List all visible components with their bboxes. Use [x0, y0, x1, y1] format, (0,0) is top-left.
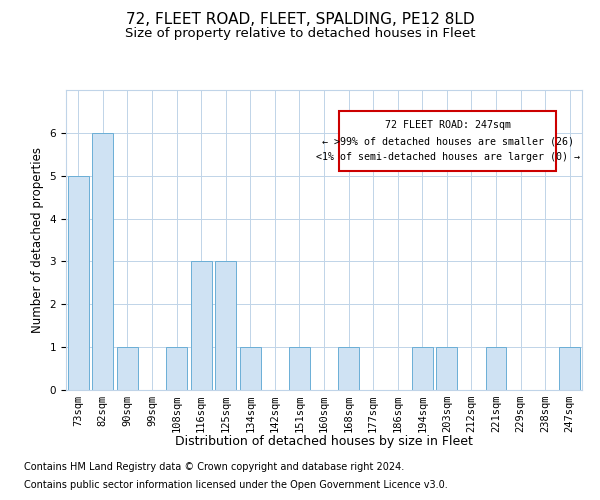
Text: Size of property relative to detached houses in Fleet: Size of property relative to detached ho…	[125, 28, 475, 40]
Bar	[117, 347, 138, 390]
Bar	[215, 262, 236, 390]
FancyBboxPatch shape	[340, 111, 556, 171]
Text: Contains public sector information licensed under the Open Government Licence v3: Contains public sector information licen…	[24, 480, 448, 490]
Bar	[485, 347, 506, 390]
Bar	[559, 347, 580, 390]
Bar	[338, 347, 359, 390]
Text: 72, FLEET ROAD, FLEET, SPALDING, PE12 8LD: 72, FLEET ROAD, FLEET, SPALDING, PE12 8L…	[125, 12, 475, 28]
Bar	[166, 347, 187, 390]
Y-axis label: Number of detached properties: Number of detached properties	[31, 147, 44, 333]
Bar	[412, 347, 433, 390]
Bar	[240, 347, 261, 390]
Text: 72 FLEET ROAD: 247sqm
← >99% of detached houses are smaller (26)
<1% of semi-det: 72 FLEET ROAD: 247sqm ← >99% of detached…	[316, 120, 580, 162]
Text: Contains HM Land Registry data © Crown copyright and database right 2024.: Contains HM Land Registry data © Crown c…	[24, 462, 404, 472]
Bar	[191, 262, 212, 390]
Bar	[92, 133, 113, 390]
Bar	[436, 347, 457, 390]
Bar	[289, 347, 310, 390]
Bar	[68, 176, 89, 390]
X-axis label: Distribution of detached houses by size in Fleet: Distribution of detached houses by size …	[175, 435, 473, 448]
